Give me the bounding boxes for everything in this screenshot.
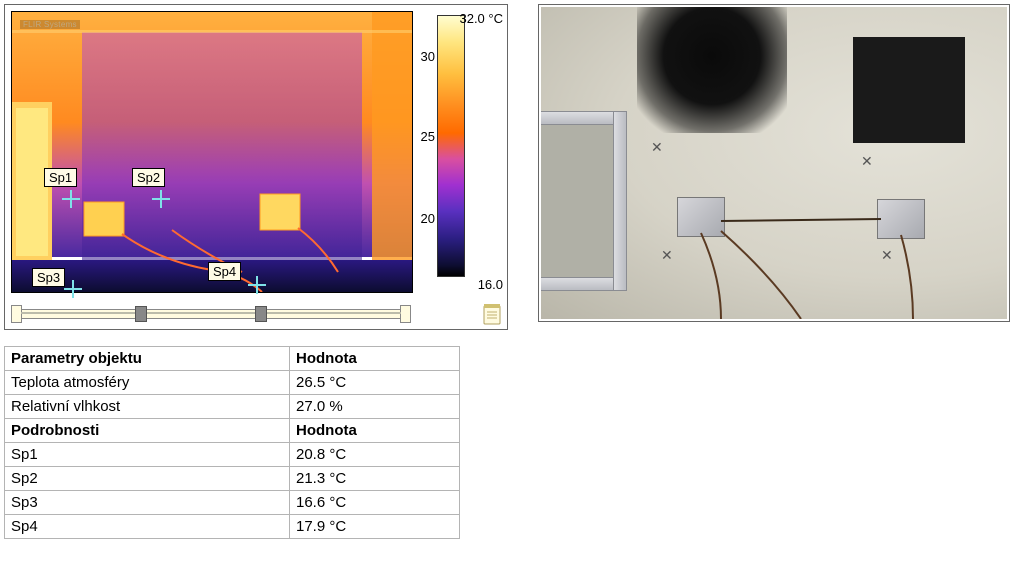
photo-image: ✕ ✕ ✕ ✕ — [541, 7, 1007, 319]
range-end-right[interactable] — [400, 305, 411, 323]
images-row: FLIR Systems Sp1 Sp2 Sp3 Sp4 32.0 °C 30 … — [0, 0, 1024, 346]
flir-watermark: FLIR Systems — [20, 20, 80, 29]
range-track-inner — [21, 312, 401, 314]
page-root: FLIR Systems Sp1 Sp2 Sp3 Sp4 32.0 °C 30 … — [0, 0, 1024, 567]
param-name: Relativní vlhkost — [5, 395, 290, 419]
colorbar-min-label: 16.0 — [478, 277, 503, 292]
table-header-left: Podrobnosti — [5, 419, 290, 443]
thermal-image: FLIR Systems Sp1 Sp2 Sp3 Sp4 — [11, 11, 413, 293]
param-value: 27.0 % — [290, 395, 460, 419]
colorbar — [437, 15, 465, 277]
spot-cross-sp3[interactable] — [64, 280, 82, 298]
photo-x-mark: ✕ — [661, 247, 673, 264]
table-row: Sp3 16.6 °C — [5, 491, 460, 515]
photo-x-mark: ✕ — [651, 139, 663, 156]
spot-cross-sp1[interactable] — [62, 190, 80, 208]
range-slider[interactable] — [11, 303, 411, 323]
table-row: Relativní vlhkost 27.0 % — [5, 395, 460, 419]
spot-label-sp3[interactable]: Sp3 — [32, 268, 65, 287]
table-row: Sp4 17.9 °C — [5, 515, 460, 539]
detail-name: Sp4 — [5, 515, 290, 539]
range-track — [21, 309, 401, 319]
table-header-row: Parametry objektu Hodnota — [5, 347, 460, 371]
range-handle-1[interactable] — [135, 306, 147, 322]
spot-label-sp2[interactable]: Sp2 — [132, 168, 165, 187]
detail-value: 16.6 °C — [290, 491, 460, 515]
thermal-panel: FLIR Systems Sp1 Sp2 Sp3 Sp4 32.0 °C 30 … — [4, 4, 508, 330]
spot-cross-sp4[interactable] — [248, 276, 266, 294]
detail-value: 21.3 °C — [290, 467, 460, 491]
notepad-icon[interactable] — [483, 303, 501, 325]
colorbar-tick-25: 25 — [405, 129, 435, 144]
photo-panel: ✕ ✕ ✕ ✕ — [538, 4, 1010, 322]
colorbar-max-label: 32.0 °C — [459, 11, 503, 26]
detail-name: Sp1 — [5, 443, 290, 467]
colorbar-tick-20: 20 — [405, 211, 435, 226]
photo-x-mark: ✕ — [861, 153, 873, 170]
table-row: Sp1 20.8 °C — [5, 443, 460, 467]
parameters-table: Parametry objektu Hodnota Teplota atmosf… — [4, 346, 460, 539]
spot-cross-sp2[interactable] — [152, 190, 170, 208]
table-row: Sp2 21.3 °C — [5, 467, 460, 491]
photo-wires — [541, 7, 1007, 319]
spot-label-sp4[interactable]: Sp4 — [208, 262, 241, 281]
thermal-svg — [12, 12, 412, 292]
param-value: 26.5 °C — [290, 371, 460, 395]
table-header-left: Parametry objektu — [5, 347, 290, 371]
param-name: Teplota atmosféry — [5, 371, 290, 395]
photo-x-mark: ✕ — [881, 247, 893, 264]
detail-name: Sp2 — [5, 467, 290, 491]
detail-value: 17.9 °C — [290, 515, 460, 539]
range-handle-2[interactable] — [255, 306, 267, 322]
detail-value: 20.8 °C — [290, 443, 460, 467]
table-row: Teplota atmosféry 26.5 °C — [5, 371, 460, 395]
table-header-right: Hodnota — [290, 419, 460, 443]
detail-name: Sp3 — [5, 491, 290, 515]
colorbar-tick-30: 30 — [405, 49, 435, 64]
spot-label-sp1[interactable]: Sp1 — [44, 168, 77, 187]
table-header-right: Hodnota — [290, 347, 460, 371]
table-header-row: Podrobnosti Hodnota — [5, 419, 460, 443]
